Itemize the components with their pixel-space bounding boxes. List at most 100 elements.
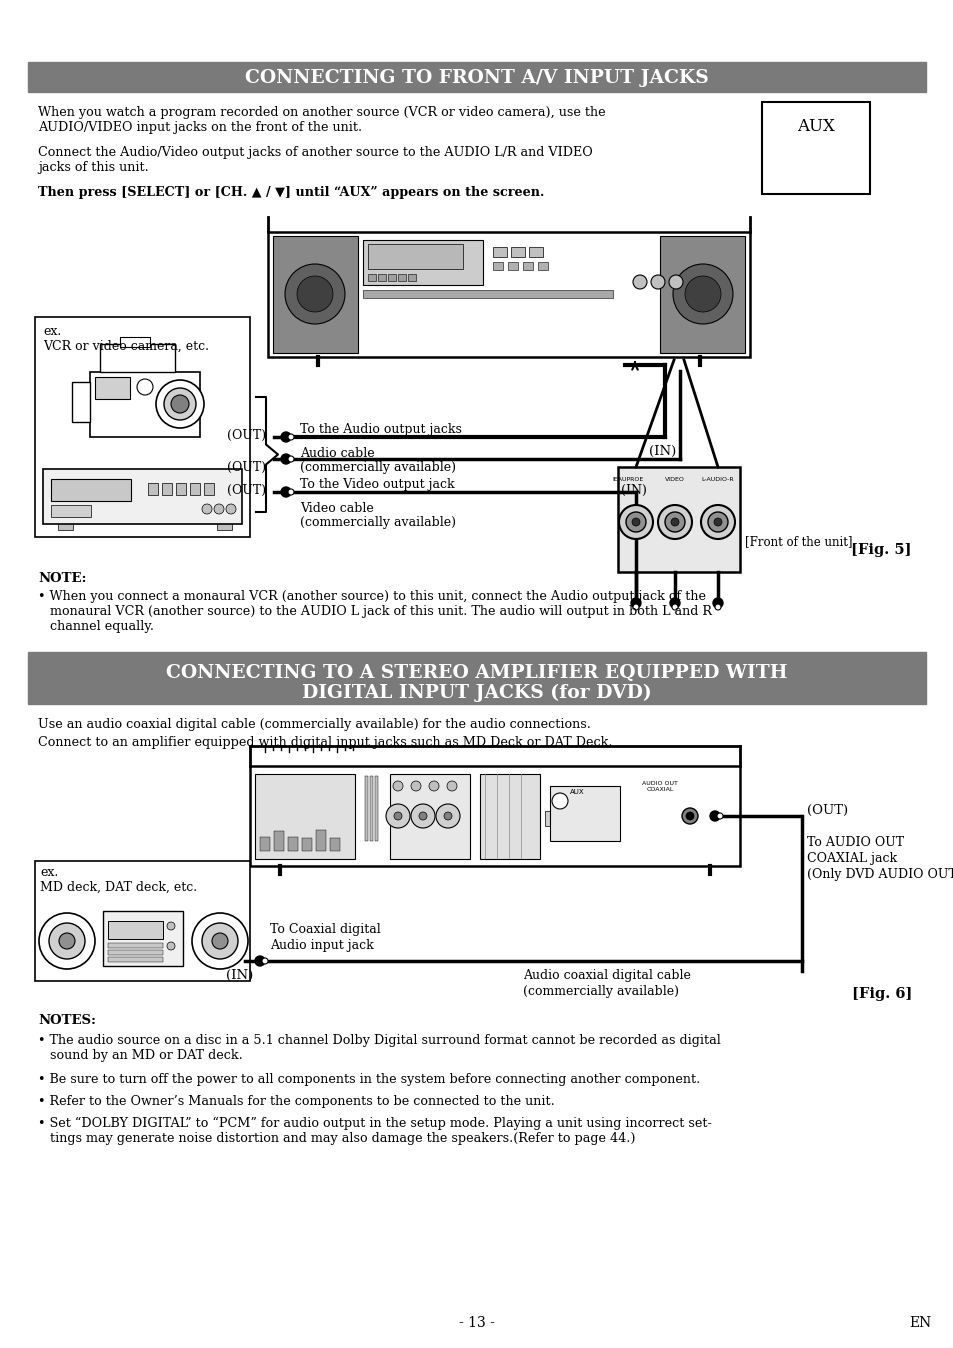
Bar <box>390 774 470 859</box>
Circle shape <box>202 923 237 958</box>
Text: ex.
VCR or video camera, etc.: ex. VCR or video camera, etc. <box>43 325 209 353</box>
Bar <box>71 381 90 422</box>
Bar <box>761 102 869 194</box>
Circle shape <box>39 913 95 969</box>
Text: - 13 -: - 13 - <box>458 1316 495 1330</box>
Circle shape <box>288 489 294 495</box>
Text: Audio input jack: Audio input jack <box>270 940 374 952</box>
Circle shape <box>418 811 427 820</box>
Text: DIGITAL INPUT JACKS (for DVD): DIGITAL INPUT JACKS (for DVD) <box>302 683 651 702</box>
Circle shape <box>192 913 248 969</box>
Text: NOTE:: NOTE: <box>38 572 87 585</box>
Circle shape <box>171 395 189 412</box>
Circle shape <box>650 275 664 288</box>
Text: Then press [SELECT] or [CH. ▲ / ▼] until “AUX” appears on the screen.: Then press [SELECT] or [CH. ▲ / ▼] until… <box>38 186 544 200</box>
Text: (IN): (IN) <box>648 445 676 458</box>
Text: • The audio source on a disc in a 5.1 channel Dolby Digital surround format cann: • The audio source on a disc in a 5.1 ch… <box>38 1034 720 1062</box>
Text: AUX: AUX <box>796 119 834 135</box>
Circle shape <box>212 933 228 949</box>
Circle shape <box>285 264 345 324</box>
Circle shape <box>213 504 224 514</box>
Bar <box>254 774 355 859</box>
Bar <box>493 247 506 257</box>
Bar <box>28 62 925 92</box>
Text: (OUT): (OUT) <box>806 803 847 817</box>
Bar <box>507 262 517 270</box>
Circle shape <box>685 811 693 820</box>
Circle shape <box>288 456 294 462</box>
Bar <box>537 262 547 270</box>
Bar <box>288 833 297 851</box>
Bar <box>330 838 339 851</box>
Text: VIDEO: VIDEO <box>664 477 684 483</box>
Bar <box>43 469 242 524</box>
Circle shape <box>714 604 720 611</box>
Circle shape <box>633 275 646 288</box>
Text: (OUT): (OUT) <box>227 461 266 474</box>
Text: AUDIO OUT
COAXIAL: AUDIO OUT COAXIAL <box>641 780 678 791</box>
Bar <box>95 377 130 399</box>
Circle shape <box>630 599 640 608</box>
Text: (IN): (IN) <box>620 484 646 497</box>
Bar <box>370 776 373 841</box>
Circle shape <box>386 803 410 828</box>
Circle shape <box>394 811 401 820</box>
Bar <box>120 337 150 346</box>
Bar <box>108 944 163 948</box>
Text: To the Audio output jacks: To the Audio output jacks <box>299 423 461 435</box>
Bar <box>315 834 326 851</box>
Circle shape <box>281 487 291 497</box>
Bar <box>260 837 270 851</box>
Bar <box>51 479 131 501</box>
Circle shape <box>709 811 720 821</box>
Bar <box>58 524 73 530</box>
Circle shape <box>672 264 732 324</box>
Text: • Be sure to turn off the power to all components in the system before connectin: • Be sure to turn off the power to all c… <box>38 1073 700 1086</box>
Bar <box>659 236 744 353</box>
Bar <box>368 244 462 270</box>
Text: Connect to an amplifier equipped with digital input jacks such as MD Deck or DAT: Connect to an amplifier equipped with di… <box>38 736 612 749</box>
Text: [Fig. 6]: [Fig. 6] <box>851 987 911 1002</box>
Circle shape <box>164 388 195 421</box>
Text: Audio coaxial digital cable: Audio coaxial digital cable <box>522 969 690 981</box>
Bar <box>363 240 482 284</box>
Circle shape <box>296 276 333 311</box>
Text: • Refer to the Owner’s Manuals for the components to be connected to the unit.: • Refer to the Owner’s Manuals for the c… <box>38 1095 554 1108</box>
Circle shape <box>59 933 75 949</box>
Bar <box>550 786 619 841</box>
Text: L-AUDIO-R: L-AUDIO-R <box>701 477 734 483</box>
Circle shape <box>633 604 639 611</box>
Bar <box>108 957 163 962</box>
Circle shape <box>670 518 679 526</box>
Text: When you watch a program recorded on another source (VCR or video camera), use t: When you watch a program recorded on ano… <box>38 106 605 133</box>
Circle shape <box>288 434 294 439</box>
Text: To Coaxial digital: To Coaxial digital <box>270 923 380 936</box>
Circle shape <box>712 599 722 608</box>
Bar <box>250 766 740 865</box>
Circle shape <box>49 923 85 958</box>
Bar <box>108 950 163 954</box>
Circle shape <box>552 793 567 809</box>
Text: COAXIAL jack: COAXIAL jack <box>806 852 896 865</box>
Text: Use an audio coaxial digital cable (commercially available) for the audio connec: Use an audio coaxial digital cable (comm… <box>38 718 590 731</box>
Bar <box>35 317 250 537</box>
Text: Audio cable: Audio cable <box>299 448 375 460</box>
Circle shape <box>411 780 420 791</box>
Text: Video cable: Video cable <box>299 501 374 515</box>
Bar <box>544 811 575 826</box>
Bar <box>162 483 172 495</box>
Text: • Set “DOLBY DIGITAL” to “PCM” for audio output in the setup mode. Playing a uni: • Set “DOLBY DIGITAL” to “PCM” for audio… <box>38 1117 711 1146</box>
Text: (commercially available): (commercially available) <box>299 516 456 528</box>
Bar <box>377 274 386 280</box>
Circle shape <box>664 512 684 532</box>
Bar <box>274 841 284 851</box>
Bar <box>511 247 524 257</box>
Circle shape <box>202 504 212 514</box>
Bar <box>522 262 533 270</box>
Bar <box>529 247 542 257</box>
Circle shape <box>631 518 639 526</box>
Bar <box>388 274 395 280</box>
Bar <box>108 921 163 940</box>
Text: NOTES:: NOTES: <box>38 1014 96 1027</box>
Text: (OUT): (OUT) <box>227 484 266 497</box>
